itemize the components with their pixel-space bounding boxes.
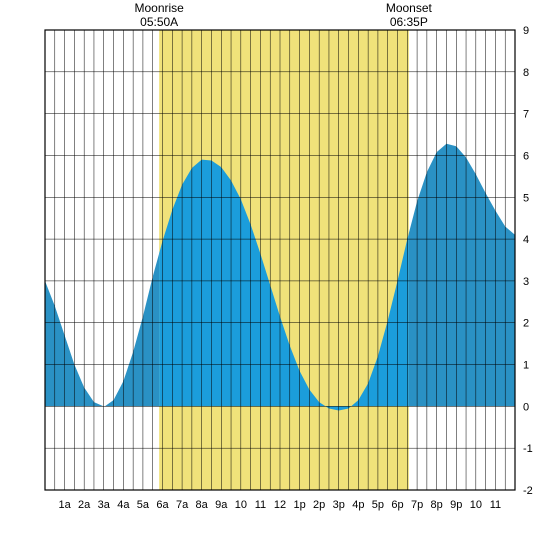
annotation-time: 05:50A xyxy=(140,15,178,29)
x-tick-label: 5p xyxy=(372,499,384,511)
y-tick-label: -1 xyxy=(523,443,533,455)
x-tick-label: 8a xyxy=(196,499,209,511)
y-tick-label: -2 xyxy=(523,485,533,497)
y-tick-label: 0 xyxy=(523,401,529,413)
y-tick-label: 2 xyxy=(523,318,529,330)
x-tick-label: 8p xyxy=(431,499,443,511)
x-tick-label: 2a xyxy=(78,499,91,511)
chart-svg: -2-101234567891a2a3a4a5a6a7a8a9a1011121p… xyxy=(0,0,550,550)
y-tick-label: 3 xyxy=(523,276,529,288)
x-tick-label: 6a xyxy=(156,499,169,511)
x-tick-label: 2p xyxy=(313,499,325,511)
x-tick-label: 12 xyxy=(274,499,286,511)
x-tick-label: 6p xyxy=(391,499,403,511)
y-tick-label: 8 xyxy=(523,67,529,79)
annotation-time: 06:35P xyxy=(390,15,428,29)
y-tick-label: 1 xyxy=(523,360,529,372)
x-tick-label: 1a xyxy=(58,499,71,511)
x-tick-label: 10 xyxy=(470,499,482,511)
x-tick-label: 5a xyxy=(137,499,150,511)
x-tick-label: 10 xyxy=(235,499,247,511)
x-tick-label: 4a xyxy=(117,499,130,511)
x-tick-label: 9p xyxy=(450,499,462,511)
x-tick-label: 9a xyxy=(215,499,228,511)
x-tick-label: 3p xyxy=(333,499,345,511)
tide-chart: -2-101234567891a2a3a4a5a6a7a8a9a1011121p… xyxy=(0,0,550,550)
x-tick-label: 7p xyxy=(411,499,423,511)
y-tick-label: 5 xyxy=(523,192,529,204)
annotation-label: Moonset xyxy=(386,1,433,15)
x-tick-label: 7a xyxy=(176,499,189,511)
y-tick-label: 6 xyxy=(523,150,529,162)
y-tick-label: 7 xyxy=(523,109,529,121)
x-tick-label: 4p xyxy=(352,499,364,511)
x-tick-label: 1p xyxy=(293,499,305,511)
x-tick-label: 11 xyxy=(490,499,501,511)
x-tick-label: 11 xyxy=(255,499,266,511)
annotation-label: Moonrise xyxy=(134,1,184,15)
y-tick-label: 4 xyxy=(523,234,529,246)
x-tick-label: 3a xyxy=(98,499,111,511)
y-tick-label: 9 xyxy=(523,25,529,37)
